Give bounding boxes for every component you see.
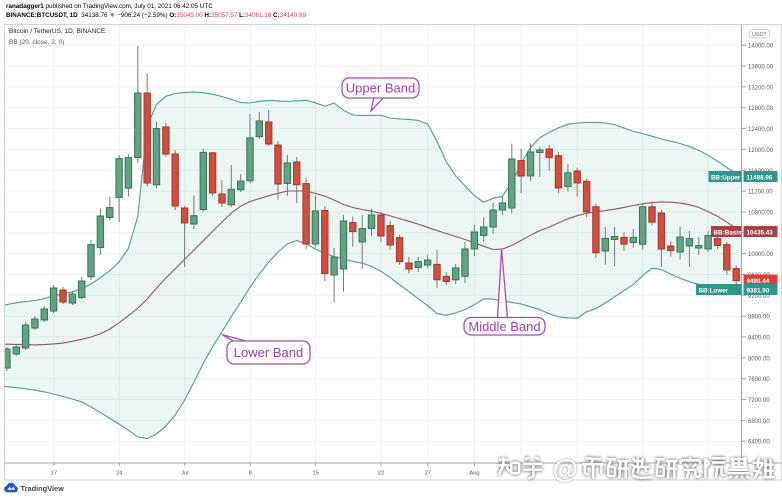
- svg-text:22: 22: [378, 471, 384, 477]
- svg-text:USDT: USDT: [752, 32, 767, 38]
- svg-text:BB:Lower: BB:Lower: [699, 288, 729, 295]
- svg-text:@: @: [553, 454, 578, 484]
- svg-text:9381.90: 9381.90: [747, 288, 770, 295]
- svg-text:27: 27: [425, 471, 431, 477]
- svg-text:14000.00: 14000.00: [748, 44, 774, 50]
- svg-text:9200.00: 9200.00: [748, 294, 770, 300]
- svg-text:Jul: Jul: [181, 471, 188, 477]
- svg-text:24: 24: [116, 471, 123, 477]
- svg-text:17: 17: [51, 471, 57, 477]
- svg-text:9498.44: 9498.44: [747, 278, 770, 285]
- svg-text:Middle Band: Middle Band: [468, 319, 540, 334]
- svg-text:11488.96: 11488.96: [747, 175, 773, 182]
- svg-text:@: @: [553, 454, 578, 484]
- svg-text:13600.00: 13600.00: [748, 65, 774, 71]
- svg-text:12800.00: 12800.00: [748, 106, 774, 112]
- svg-text:8800.00: 8800.00: [748, 315, 770, 321]
- svg-text:12400.00: 12400.00: [748, 127, 774, 133]
- svg-text:BB:Upper: BB:Upper: [711, 175, 741, 182]
- svg-text:7200.00: 7200.00: [748, 398, 770, 404]
- svg-text:15: 15: [312, 471, 318, 477]
- svg-text:BB:Basis: BB:Basis: [714, 230, 742, 237]
- svg-text:Lower Band: Lower Band: [234, 345, 303, 360]
- svg-text:13200.00: 13200.00: [748, 85, 774, 91]
- svg-text:11200.00: 11200.00: [748, 190, 773, 196]
- svg-text:6400.00: 6400.00: [748, 440, 770, 446]
- svg-text:8: 8: [249, 471, 252, 477]
- svg-text:8000.00: 8000.00: [748, 356, 770, 362]
- svg-text:Aug: Aug: [469, 471, 479, 477]
- svg-text:7600.00: 7600.00: [748, 377, 770, 383]
- svg-text:10800.00: 10800.00: [748, 211, 774, 217]
- svg-text:6800.00: 6800.00: [748, 419, 770, 425]
- svg-text:Upper Band: Upper Band: [346, 81, 415, 96]
- svg-text:12000.00: 12000.00: [748, 148, 774, 154]
- svg-text:10435.43: 10435.43: [747, 230, 774, 237]
- svg-text:10000.00: 10000.00: [748, 252, 774, 258]
- svg-text:8400.00: 8400.00: [748, 336, 770, 342]
